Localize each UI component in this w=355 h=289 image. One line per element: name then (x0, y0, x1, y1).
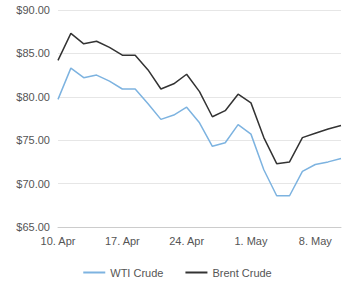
svg-text:8. May: 8. May (299, 235, 333, 247)
svg-text:$65.00: $65.00 (16, 221, 50, 233)
svg-text:17. Apr: 17. Apr (105, 235, 140, 247)
svg-text:24. Apr: 24. Apr (169, 235, 204, 247)
svg-text:1. May: 1. May (234, 235, 268, 247)
svg-text:$90.00: $90.00 (16, 4, 50, 16)
svg-text:$85.00: $85.00 (16, 47, 50, 59)
svg-text:$80.00: $80.00 (16, 91, 50, 103)
svg-text:10. Apr: 10. Apr (41, 235, 76, 247)
svg-text:$70.00: $70.00 (16, 178, 50, 190)
svg-text:WTI Crude: WTI Crude (110, 267, 163, 279)
svg-text:Brent Crude: Brent Crude (212, 267, 271, 279)
svg-text:$75.00: $75.00 (16, 134, 50, 146)
